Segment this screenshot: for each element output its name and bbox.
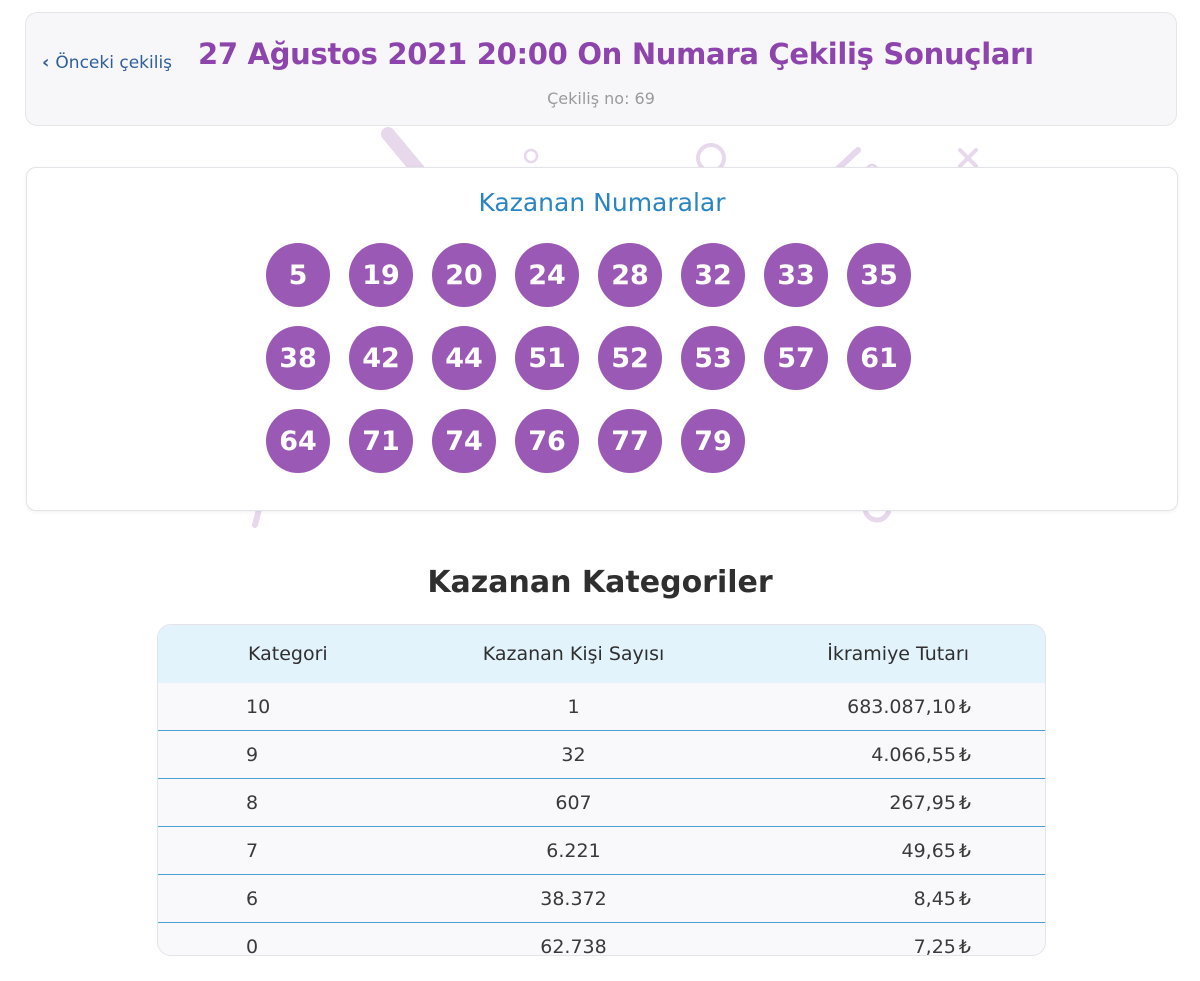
column-header-winners: Kazanan Kişi Sayısı <box>482 643 665 665</box>
prize-cell: 8,45 ₺ <box>728 874 1019 923</box>
winning-categories-title: Kazanan Kategoriler <box>427 565 773 600</box>
number-ball: 77 <box>598 409 662 473</box>
lira-currency-icon: ₺ <box>958 887 971 910</box>
draw-header: ‹ Önceki çekiliş 27 Ağustos 2021 20:00 O… <box>25 12 1177 126</box>
category-cell: 7 <box>184 826 419 875</box>
previous-draw-link[interactable]: ‹ Önceki çekiliş <box>42 53 172 73</box>
lira-currency-icon: ₺ <box>958 695 971 718</box>
lira-currency-icon: ₺ <box>958 743 971 766</box>
number-ball: 64 <box>266 409 330 473</box>
table-row: 10 1 683.087,10 ₺ <box>158 683 1045 731</box>
prize-cell: 4.066,55 ₺ <box>728 730 1019 779</box>
prize-amount: 4.066,55 <box>871 743 956 766</box>
prize-cell: 267,95 ₺ <box>728 778 1019 827</box>
number-ball: 61 <box>847 326 911 390</box>
prize-amount: 683.087,10 <box>847 695 956 718</box>
winning-numbers-panel: Kazanan Numaralar 5 19 20 24 28 32 33 35 38 42 44 5… <box>26 167 1178 511</box>
table-row: 9 32 4.066,55 ₺ <box>158 730 1045 779</box>
winner-count-cell: 1 <box>419 683 728 731</box>
draw-number: Çekiliş no: 69 <box>547 89 655 108</box>
category-cell: 9 <box>184 730 419 779</box>
number-ball: 42 <box>349 326 413 390</box>
lira-currency-icon: ₺ <box>958 791 971 814</box>
table-header-row: Kategori Kazanan Kişi Sayısı İkramiye Tu… <box>158 625 1045 683</box>
winning-numbers-title: Kazanan Numaralar <box>478 188 726 217</box>
number-balls: 5 19 20 24 28 32 33 35 38 42 44 51 52 53 57 61 64 71 74 76 7… <box>266 243 946 473</box>
number-ball: 28 <box>598 243 662 307</box>
number-ball: 24 <box>515 243 579 307</box>
prize-cell: 49,65 ₺ <box>728 826 1019 875</box>
number-ball: 57 <box>764 326 828 390</box>
chevron-left-icon: ‹ <box>42 52 50 73</box>
number-ball: 32 <box>681 243 745 307</box>
number-ball: 53 <box>681 326 745 390</box>
winner-count-cell: 6.221 <box>419 826 728 875</box>
table-row: 6 38.372 8,45 ₺ <box>158 874 1045 923</box>
lira-currency-icon: ₺ <box>958 839 971 862</box>
number-ball: 71 <box>349 409 413 473</box>
number-ball: 52 <box>598 326 662 390</box>
number-ball: 51 <box>515 326 579 390</box>
column-header-category: Kategori <box>248 643 328 665</box>
number-ball: 44 <box>432 326 496 390</box>
previous-draw-label: Önceki çekiliş <box>55 53 173 73</box>
prize-amount: 7,25 <box>913 935 956 956</box>
category-cell: 0 <box>246 935 259 956</box>
category-cell: 10 <box>184 683 419 731</box>
number-ball: 5 <box>266 243 330 307</box>
prize-amount: 49,65 <box>901 839 956 862</box>
table-row: 7 6.221 49,65 ₺ <box>158 826 1045 875</box>
table-row: 0 62.738 7,25 ₺ <box>158 923 1045 956</box>
page-title: 27 Ağustos 2021 20:00 On Numara Çekiliş … <box>198 37 1034 71</box>
lira-currency-icon: ₺ <box>958 935 971 956</box>
winner-count-cell: 62.738 <box>540 935 607 956</box>
column-header-prize: İkramiye Tutarı <box>827 643 969 665</box>
prize-cell: 683.087,10 ₺ <box>728 683 1019 731</box>
prize-amount: 267,95 <box>889 791 956 814</box>
winner-count-cell: 38.372 <box>419 874 728 923</box>
number-ball: 79 <box>681 409 745 473</box>
number-ball: 20 <box>432 243 496 307</box>
winning-categories-table: Kategori Kazanan Kişi Sayısı İkramiye Tu… <box>157 624 1046 956</box>
number-ball: 74 <box>432 409 496 473</box>
winner-count-cell: 32 <box>419 730 728 779</box>
number-ball: 35 <box>847 243 911 307</box>
number-ball: 33 <box>764 243 828 307</box>
category-cell: 8 <box>184 778 419 827</box>
category-cell: 6 <box>184 874 419 923</box>
number-ball: 38 <box>266 326 330 390</box>
winner-count-cell: 607 <box>419 778 728 827</box>
prize-cell: 7,25 ₺ <box>728 923 1019 956</box>
number-ball: 76 <box>515 409 579 473</box>
number-ball: 19 <box>349 243 413 307</box>
table-row: 8 607 267,95 ₺ <box>158 778 1045 827</box>
prize-amount: 8,45 <box>913 887 956 910</box>
